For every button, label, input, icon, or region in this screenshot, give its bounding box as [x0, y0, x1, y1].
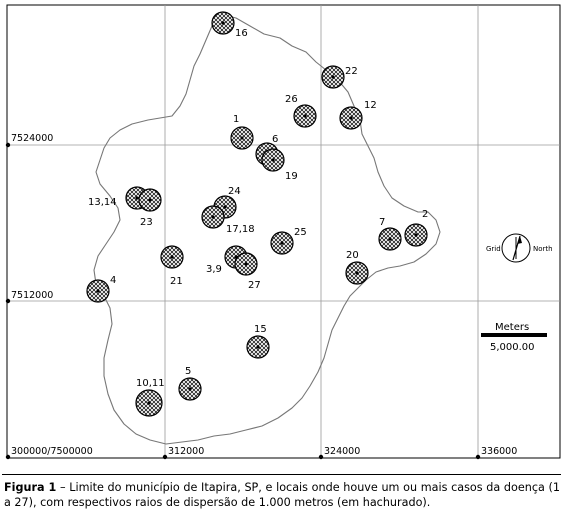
caption-rule — [2, 474, 561, 475]
grid-x-label-2: 312000 — [168, 446, 204, 457]
site-label: 16 — [235, 28, 248, 39]
case-site: 10,11 — [135, 378, 165, 417]
grid-x-label-3: 324000 — [324, 446, 360, 457]
site-label: 3,9 — [206, 264, 222, 275]
grid-label: Grid — [486, 245, 501, 253]
site-label: 10,11 — [136, 378, 165, 389]
site-label: 2 — [422, 209, 428, 220]
case-site: 17,18 — [201, 205, 255, 235]
site-label: 23 — [140, 217, 153, 228]
case-site: 20 — [345, 250, 369, 285]
case-site: 26 — [285, 94, 317, 128]
case-site: 5 — [178, 366, 202, 401]
case-site: 12 — [339, 100, 377, 130]
case-site: 25 — [270, 227, 307, 255]
case-site: 7 — [378, 217, 402, 251]
case-site: 27 — [234, 252, 261, 291]
site-label: 15 — [254, 324, 267, 335]
grid-y-label-1: 7524000 — [11, 133, 53, 144]
site-label: 22 — [345, 66, 358, 77]
case-site: 2 — [404, 209, 428, 247]
site-label: 26 — [285, 94, 298, 105]
site-label: 21 — [170, 276, 183, 287]
map-frame — [6, 4, 561, 459]
site-label: 1 — [233, 114, 239, 125]
site-label: 5 — [185, 366, 191, 377]
scale-title: Meters — [495, 322, 529, 333]
site-label: 17,18 — [226, 224, 255, 235]
case-site: 1 — [230, 114, 254, 150]
scale-bar: Meters 5,000.00 — [481, 322, 547, 353]
site-label: 25 — [294, 227, 307, 238]
site-label: 24 — [228, 186, 241, 197]
site-label: 20 — [346, 250, 359, 261]
municipality-boundary — [93, 13, 441, 445]
arrow-icon — [517, 236, 522, 244]
grid-tick-marks — [5, 142, 481, 460]
case-site: 21 — [160, 245, 184, 287]
north-label: North — [533, 245, 553, 253]
case-site: 15 — [246, 324, 270, 359]
grid-x-label-4: 336000 — [481, 446, 517, 457]
site-label: 27 — [248, 280, 261, 291]
figure-caption: Figura 1 – Limite do município de Itapir… — [4, 480, 560, 510]
figure-label: Figura 1 — [4, 481, 57, 494]
north-arrow: Grid North — [486, 233, 553, 263]
case-site: 16 — [211, 11, 248, 39]
scale-bar-graphic — [481, 333, 547, 337]
site-label: 7 — [379, 217, 385, 228]
scale-value: 5,000.00 — [490, 342, 535, 353]
case-site: 19 — [261, 148, 298, 182]
case-locations: 16 22 26 12 1 6 19 — [86, 11, 428, 417]
grid-x-label-1: 300000/7500000 — [11, 446, 93, 457]
grid-y-label-2: 7512000 — [11, 290, 53, 301]
caption-text: – Limite do município de Itapira, SP, e … — [4, 481, 560, 509]
case-site: 4 — [86, 275, 116, 303]
site-label: 6 — [272, 134, 278, 145]
site-label: 13,14 — [88, 197, 117, 208]
site-label: 19 — [285, 171, 298, 182]
site-label: 12 — [364, 100, 377, 111]
map-figure: 7524000 7512000 300000/7500000 312000 32… — [5, 4, 561, 460]
case-site: 22 — [321, 65, 358, 89]
site-label: 4 — [110, 275, 116, 286]
case-site: 23 — [138, 188, 162, 228]
